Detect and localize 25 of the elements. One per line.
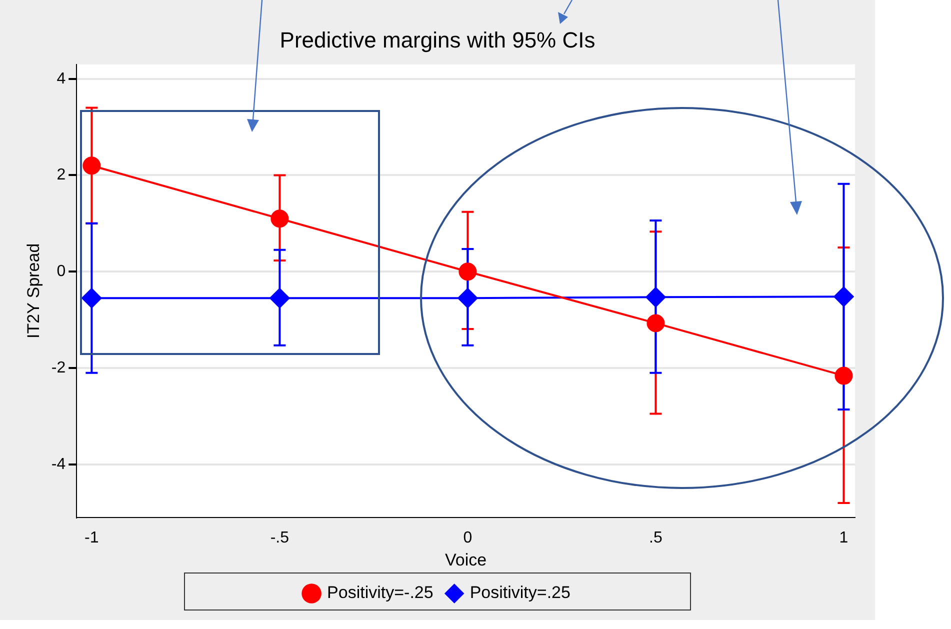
legend-label: Positivity=-.25 bbox=[327, 583, 434, 602]
y-tick-label: -4 bbox=[51, 456, 66, 473]
point bbox=[458, 288, 478, 308]
x-tick-label: 1 bbox=[839, 529, 848, 546]
x-tick-label: -.5 bbox=[270, 529, 290, 546]
point bbox=[270, 210, 289, 228]
point bbox=[82, 156, 101, 175]
y-tick-label: 4 bbox=[56, 70, 66, 88]
x-tick-label: 0 bbox=[463, 529, 472, 546]
point bbox=[834, 286, 854, 307]
y-tick-label: 0 bbox=[56, 263, 66, 280]
point bbox=[646, 314, 665, 332]
point bbox=[458, 262, 477, 281]
point bbox=[270, 288, 290, 308]
y-tick-label: -2 bbox=[51, 359, 66, 376]
point bbox=[82, 288, 102, 308]
x-axis-title: Voice bbox=[445, 550, 487, 570]
x-tick-label: .5 bbox=[649, 529, 662, 546]
chart-title: Predictive margins with 95% CIs bbox=[280, 27, 596, 52]
legend-label: Positivity=.25 bbox=[470, 583, 570, 602]
y-tick-label: 2 bbox=[56, 166, 66, 184]
y-axis-title: IT2Y Spread bbox=[24, 243, 43, 338]
x-tick-label: -1 bbox=[84, 529, 99, 546]
point bbox=[646, 287, 666, 308]
point bbox=[834, 366, 853, 385]
